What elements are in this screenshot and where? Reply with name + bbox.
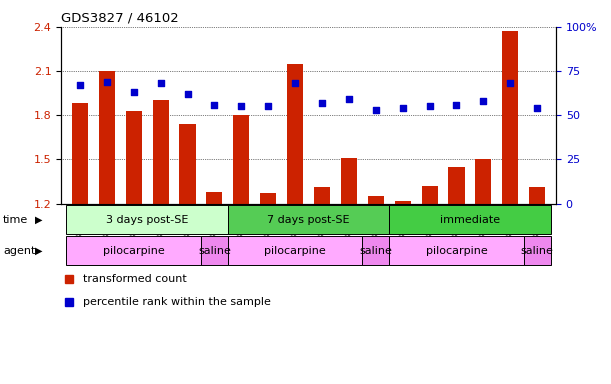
- Point: [75, 82, 85, 88]
- Bar: [368, 196, 384, 204]
- Text: saline: saline: [359, 245, 392, 256]
- Text: saline: saline: [521, 245, 554, 256]
- Text: percentile rank within the sample: percentile rank within the sample: [83, 297, 271, 307]
- Point: [210, 101, 219, 108]
- Text: 3 days post-SE: 3 days post-SE: [106, 215, 188, 225]
- Bar: [422, 186, 437, 204]
- Bar: [529, 187, 545, 204]
- Point: [290, 80, 300, 86]
- Bar: [395, 200, 411, 204]
- Point: [129, 89, 139, 95]
- Text: pilocarpine: pilocarpine: [426, 245, 488, 256]
- Point: [344, 96, 354, 103]
- Bar: [287, 64, 303, 204]
- Bar: [228, 205, 389, 234]
- Bar: [228, 236, 362, 265]
- Text: ▶: ▶: [35, 215, 42, 225]
- Bar: [448, 167, 464, 204]
- Point: [452, 101, 461, 108]
- Text: agent: agent: [3, 245, 35, 256]
- Bar: [389, 205, 551, 234]
- Text: pilocarpine: pilocarpine: [264, 245, 326, 256]
- Bar: [362, 236, 389, 265]
- Text: 7 days post-SE: 7 days post-SE: [267, 215, 350, 225]
- Bar: [99, 71, 115, 204]
- Point: [156, 80, 166, 86]
- Point: [478, 98, 488, 104]
- Bar: [502, 31, 518, 204]
- Point: [102, 79, 112, 85]
- Bar: [389, 236, 524, 265]
- Bar: [67, 205, 228, 234]
- Text: saline: saline: [198, 245, 231, 256]
- Bar: [475, 159, 491, 204]
- Text: GDS3827 / 46102: GDS3827 / 46102: [61, 12, 179, 25]
- Point: [236, 103, 246, 109]
- Point: [183, 91, 192, 97]
- Bar: [126, 111, 142, 204]
- Text: transformed count: transformed count: [83, 274, 187, 285]
- Bar: [524, 236, 551, 265]
- Bar: [72, 103, 88, 204]
- Point: [505, 80, 515, 86]
- Bar: [153, 101, 169, 204]
- Text: immediate: immediate: [440, 215, 500, 225]
- Bar: [314, 187, 330, 204]
- Text: time: time: [3, 215, 28, 225]
- Text: pilocarpine: pilocarpine: [103, 245, 164, 256]
- Bar: [233, 115, 249, 204]
- Text: ▶: ▶: [35, 245, 42, 256]
- Point: [371, 107, 381, 113]
- Point: [532, 105, 542, 111]
- Bar: [180, 124, 196, 204]
- Point: [425, 103, 434, 109]
- Bar: [207, 192, 222, 204]
- Point: [263, 103, 273, 109]
- Point: [317, 100, 327, 106]
- Point: [398, 105, 408, 111]
- Bar: [67, 236, 201, 265]
- Bar: [201, 236, 228, 265]
- Bar: [341, 158, 357, 204]
- Bar: [260, 193, 276, 204]
